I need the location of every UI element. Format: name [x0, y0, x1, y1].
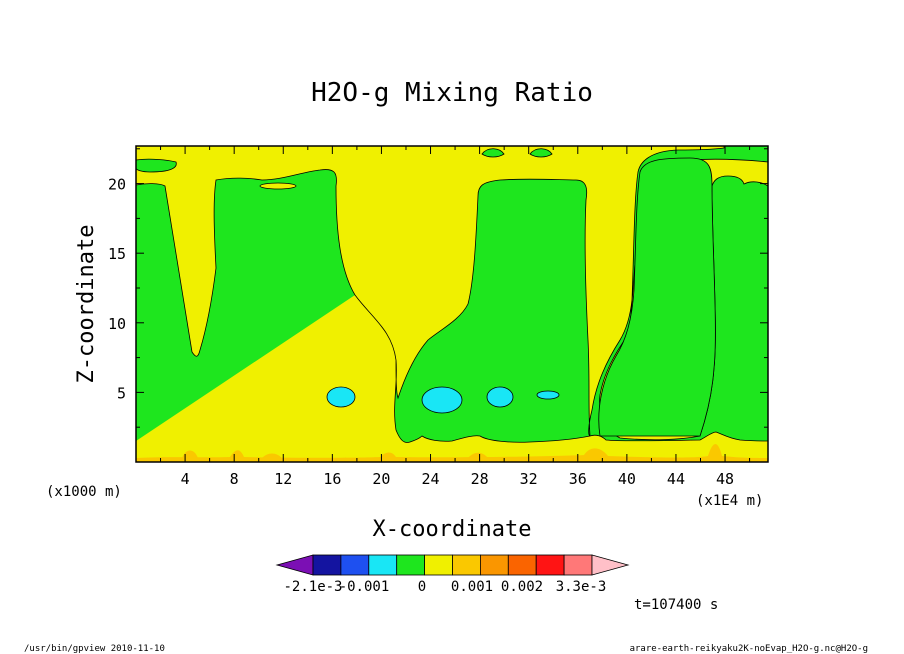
x-scale-label: (x1E4 m)	[696, 493, 763, 509]
colorbar-label: 0.001	[451, 579, 493, 595]
y-tick-label: 5	[117, 384, 126, 402]
x-tick-label: 12	[274, 470, 292, 488]
x-tick-label: 32	[520, 470, 538, 488]
cyan-region	[536, 390, 560, 400]
cyan-region	[421, 386, 463, 414]
colorbar-swatch	[340, 554, 370, 576]
green-region	[529, 148, 553, 158]
orange-region	[468, 452, 488, 458]
x-tick-label: 8	[230, 470, 239, 488]
y-tick-label: 20	[108, 176, 126, 194]
colorbar-swatch	[312, 554, 342, 576]
x-axis-label: X-coordinate	[373, 517, 532, 542]
footer-left: /usr/bin/gpview 2010-11-10	[24, 644, 165, 654]
colorbar-swatch	[479, 554, 509, 576]
x-ticks: 4 8 12 16 20 24 28 32 36 40 44 48	[160, 146, 751, 488]
x-tick-label: 48	[716, 470, 734, 488]
colorbar-swatch	[507, 554, 537, 576]
yellow-hole	[259, 182, 297, 190]
cyan-region	[326, 386, 356, 408]
green-region	[135, 158, 177, 173]
colorbar-labels: -2.1e-3-0.001 0 0.001 0.002 3.3e-3	[283, 579, 606, 595]
y-tick-label: 10	[108, 315, 126, 333]
plot-area	[135, 145, 769, 462]
colorbar-swatch	[396, 554, 426, 576]
green-region	[598, 157, 716, 437]
colorbar-swatch	[452, 554, 481, 576]
chart-title: H2O-g Mixing Ratio	[311, 78, 593, 108]
y-tick-label: 15	[108, 245, 126, 263]
orange-region	[262, 453, 282, 458]
x-tick-label: 16	[323, 470, 341, 488]
time-label: t=107400 s	[634, 597, 718, 613]
x-tick-label: 28	[471, 470, 489, 488]
x-tick-label: 44	[667, 470, 685, 488]
colorbar-label: 3.3e-3	[556, 579, 607, 595]
cyan-region	[486, 386, 514, 408]
x-tick-label: 36	[569, 470, 587, 488]
y-ticks: 5 10 15 20	[108, 148, 768, 428]
orange-region	[182, 450, 198, 458]
colorbar-label: 0.002	[501, 579, 543, 595]
colorbar-swatch	[368, 554, 398, 576]
colorbar-label: -0.001	[339, 579, 390, 595]
plot-frame	[135, 145, 769, 463]
x-tick-label: 40	[618, 470, 636, 488]
x-unit-label: (x1000 m)	[46, 484, 122, 500]
y-axis-label: Z-coordinate	[74, 225, 99, 384]
colorbar-swatch	[275, 554, 314, 576]
footer-right: arare-earth-reikyaku2K-noEvap_H2O-g.nc@H…	[630, 644, 868, 654]
colorbar-label: 0	[418, 579, 426, 595]
colorbar-label: -2.1e-3	[283, 579, 342, 595]
orange-region	[136, 444, 768, 462]
colorbar-swatch	[563, 554, 593, 576]
x-tick-label: 4	[181, 470, 190, 488]
x-tick-label: 24	[421, 470, 439, 488]
colorbar-swatch	[591, 554, 630, 576]
colorbar-swatch	[535, 554, 565, 576]
colorbar	[275, 554, 630, 576]
green-region	[481, 148, 505, 158]
orange-regions	[136, 444, 768, 462]
x-tick-label: 20	[372, 470, 390, 488]
colorbar-swatch	[424, 554, 453, 576]
